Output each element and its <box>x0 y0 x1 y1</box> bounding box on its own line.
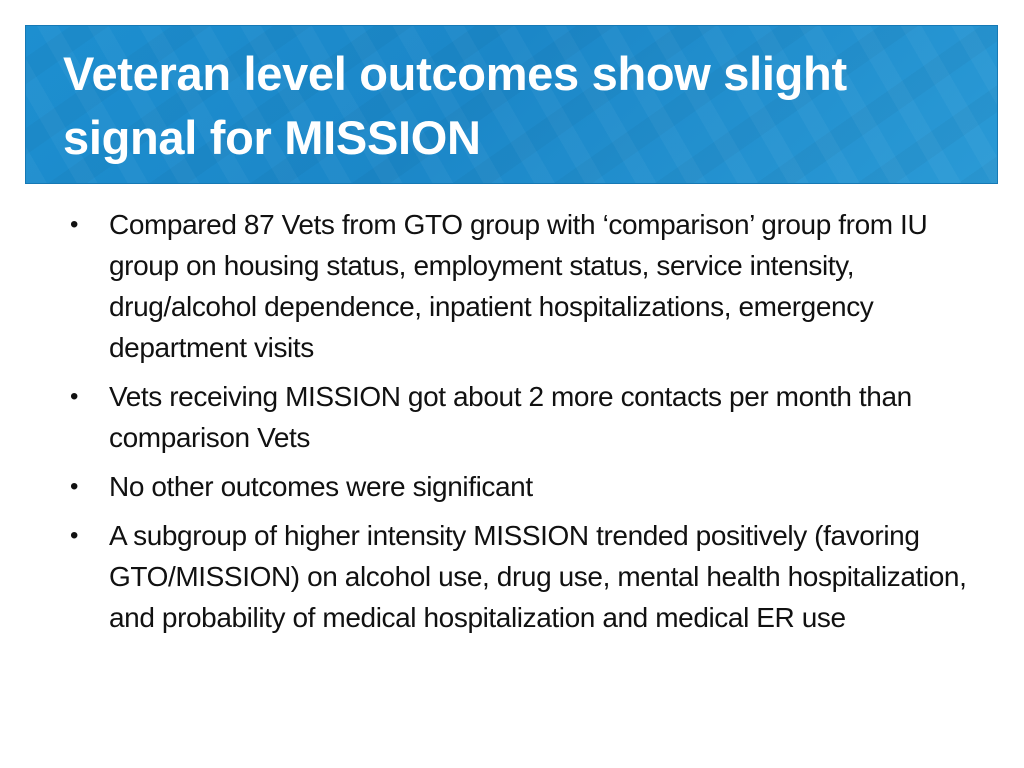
bullet-dot-icon: • <box>70 522 79 549</box>
bullet-dot-icon: • <box>70 473 79 500</box>
title-line-2: signal for MISSION <box>63 111 481 164</box>
slide-title: Veteran level outcomes show slight signa… <box>63 42 963 170</box>
bullet-text-4: A subgroup of higher intensity MISSION t… <box>109 520 967 633</box>
bullet-item-1: • Compared 87 Vets from GTO group with ‘… <box>70 204 970 368</box>
bullet-item-2: • Vets receiving MISSION got about 2 mor… <box>70 376 970 458</box>
title-line-1: Veteran level outcomes show slight <box>63 47 847 100</box>
bullet-text-2: Vets receiving MISSION got about 2 more … <box>109 381 912 453</box>
bullet-dot-icon: • <box>70 211 79 238</box>
bullet-text-3: No other outcomes were significant <box>109 471 533 502</box>
bullet-item-4: • A subgroup of higher intensity MISSION… <box>70 515 970 638</box>
bullet-list: • Compared 87 Vets from GTO group with ‘… <box>70 204 970 646</box>
bullet-item-3: • No other outcomes were significant <box>70 466 970 507</box>
title-banner: Veteran level outcomes show slight signa… <box>25 25 998 184</box>
bullet-dot-icon: • <box>70 383 79 410</box>
bullet-text-1: Compared 87 Vets from GTO group with ‘co… <box>109 209 928 363</box>
